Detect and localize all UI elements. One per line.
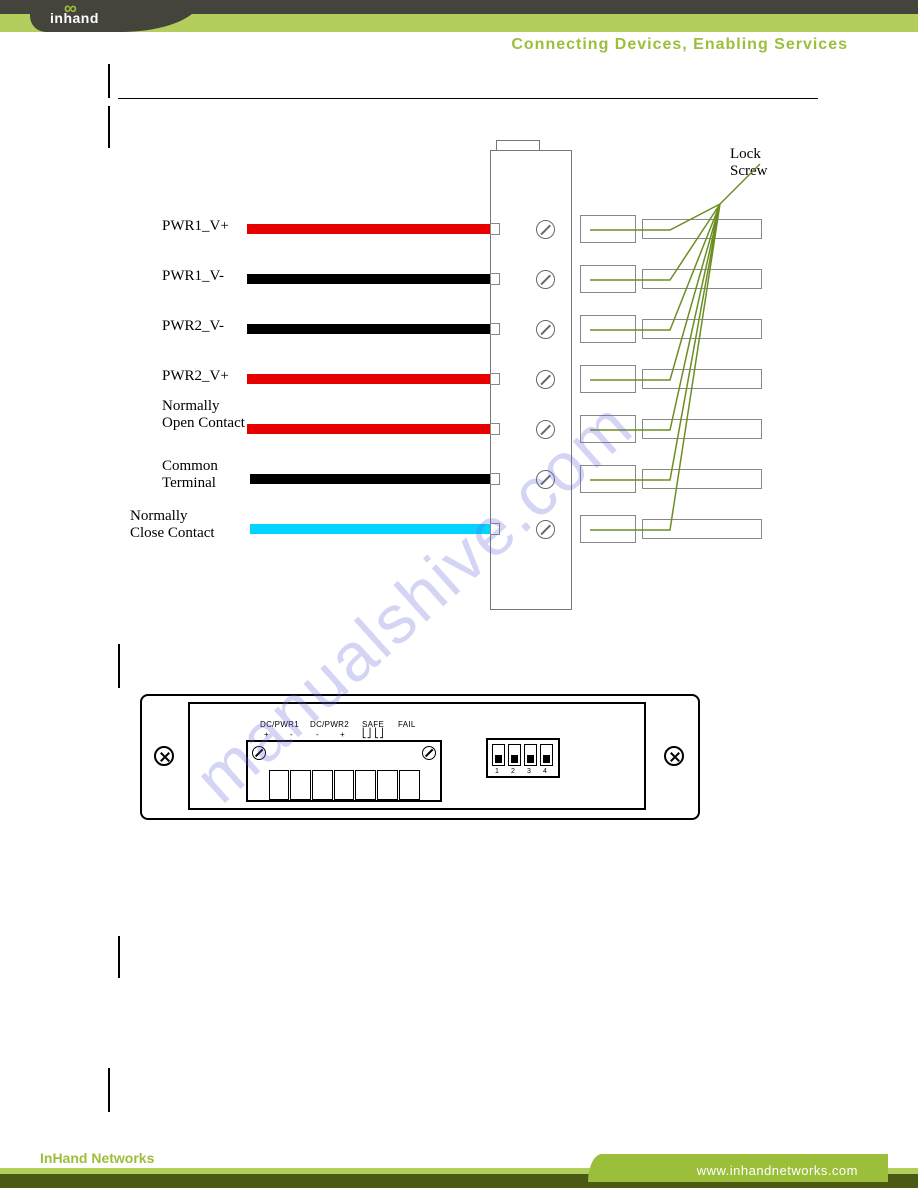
wire — [247, 324, 490, 334]
polarity-label: + — [264, 730, 269, 739]
right-slot-inner — [580, 315, 636, 343]
lock-screw-label: Lock Screw — [730, 146, 800, 180]
right-slot-inner — [580, 515, 636, 543]
right-slot-inner — [580, 415, 636, 443]
wire-label: PWR2_V- — [162, 318, 224, 335]
panel-label: DC/PWR2 — [310, 720, 349, 729]
terminal-screw — [536, 220, 555, 239]
device-panel-diagram: DC/PWR1DC/PWR2SAFEFAIL+--+⎣⎦ ⎣⎦1234 — [140, 694, 700, 838]
right-slot-inner — [580, 265, 636, 293]
slot — [377, 770, 398, 800]
polarity-label: + — [340, 730, 345, 739]
slot — [312, 770, 333, 800]
right-slot-inner — [580, 215, 636, 243]
margin-mark — [108, 64, 110, 98]
connector-screw-left — [252, 746, 266, 760]
dip-number: 2 — [511, 768, 515, 775]
wire — [247, 274, 490, 284]
wire — [250, 524, 490, 534]
margin-mark — [108, 1068, 110, 1112]
wire-port — [490, 223, 500, 235]
panel-label: DC/PWR1 — [260, 720, 299, 729]
right-slot-outer — [642, 419, 762, 439]
slot — [355, 770, 376, 800]
wiring-diagram: Lock Screw PWR1_V+ PWR1_V- PWR2_V- PWR2_V+ N… — [120, 140, 800, 610]
wire — [247, 374, 490, 384]
right-slot-outer — [642, 319, 762, 339]
dip-number: 3 — [527, 768, 531, 775]
terminal-screw — [536, 420, 555, 439]
footer: InHand Networks www.inhandnetworks.com — [0, 1148, 918, 1188]
right-slot-outer — [642, 519, 762, 539]
wire-label: Normally Open Contact — [162, 398, 245, 431]
connector-slots — [268, 770, 420, 800]
terminal-screw — [536, 270, 555, 289]
right-slot-outer — [642, 269, 762, 289]
right-slot-outer — [642, 369, 762, 389]
dip-switch — [508, 744, 521, 766]
mount-screw-right — [664, 746, 684, 766]
dip-number: 4 — [543, 768, 547, 775]
polarity-label: - — [316, 730, 319, 739]
terminal-screw — [536, 470, 555, 489]
dip-switch-row — [492, 744, 553, 766]
dip-switch — [524, 744, 537, 766]
footer-url: www.inhandnetworks.com — [697, 1163, 858, 1178]
wire-port — [490, 273, 500, 285]
slot — [399, 770, 420, 800]
slot — [290, 770, 311, 800]
wire-label: PWR1_V- — [162, 268, 224, 285]
dip-switch — [492, 744, 505, 766]
wire-port — [490, 323, 500, 335]
horizontal-rule — [118, 98, 818, 99]
wire-label: Common Terminal — [162, 458, 218, 491]
connector-screw-right — [422, 746, 436, 760]
wire-label: PWR1_V+ — [162, 218, 229, 235]
margin-mark — [118, 644, 120, 688]
wire-port — [490, 473, 500, 485]
right-slot-inner — [580, 465, 636, 493]
slot — [269, 770, 290, 800]
slot — [334, 770, 355, 800]
terminal-screw — [536, 520, 555, 539]
header-bar: ∞ inhand — [0, 0, 918, 32]
bracket-icon: ⎣⎦ ⎣⎦ — [362, 728, 384, 739]
wire-label: Normally Close Contact — [130, 508, 215, 541]
tagline-text: Connecting Devices, Enabling Services — [511, 36, 848, 54]
terminal-block-body — [490, 150, 572, 610]
right-slot-outer — [642, 469, 762, 489]
footer-company: InHand Networks — [40, 1150, 154, 1166]
dip-switch — [540, 744, 553, 766]
wire-port — [490, 373, 500, 385]
wire-port — [490, 423, 500, 435]
terminal-screw — [536, 320, 555, 339]
polarity-label: - — [290, 730, 293, 739]
mount-screw-left — [154, 746, 174, 766]
right-slot-inner — [580, 365, 636, 393]
dip-number: 1 — [495, 768, 499, 775]
panel-label: FAIL — [398, 720, 416, 729]
wire-port — [490, 523, 500, 535]
margin-mark — [118, 936, 120, 978]
wire — [250, 474, 490, 484]
wire — [247, 224, 490, 234]
wire — [247, 424, 490, 434]
right-slot-outer — [642, 219, 762, 239]
wire-label: PWR2_V+ — [162, 368, 229, 385]
terminal-screw — [536, 370, 555, 389]
margin-mark — [108, 106, 110, 148]
brand-name: inhand — [50, 10, 99, 26]
